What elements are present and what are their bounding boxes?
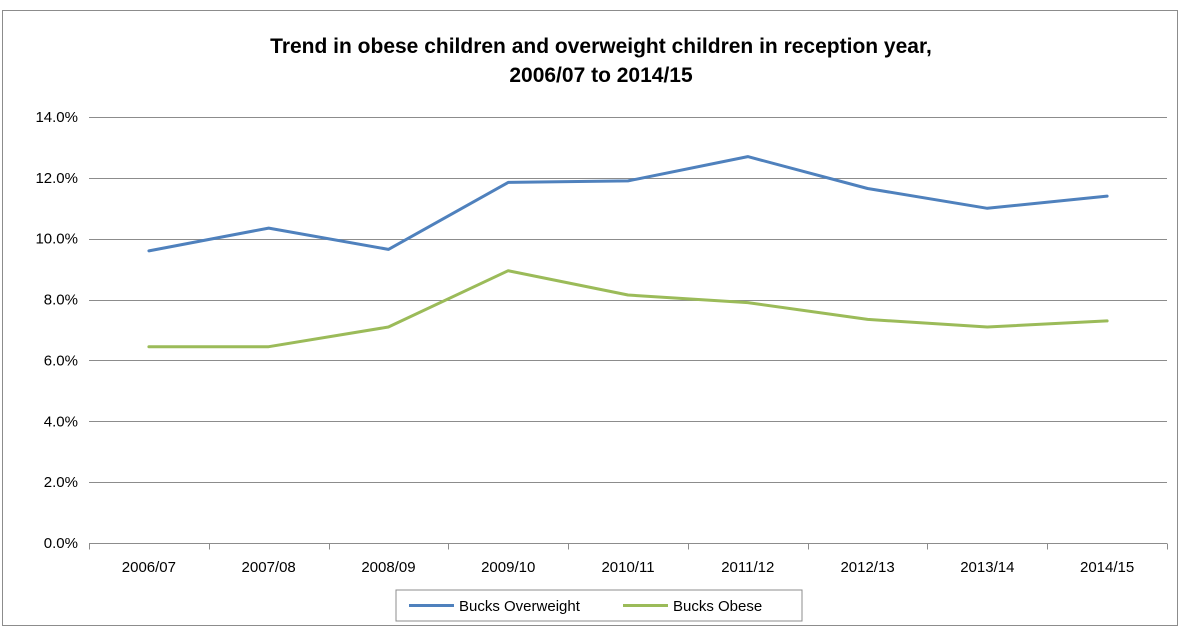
chart-title-line-2: 2006/07 to 2014/15 — [509, 64, 693, 87]
series-line-bucks-overweight — [147, 155, 1109, 253]
y-tick-label: 10.0% — [35, 231, 78, 248]
series-lines — [147, 155, 1109, 349]
y-tick-label: 0.0% — [44, 535, 78, 552]
series-line-bucks-obese — [147, 269, 1109, 349]
x-tick-label: 2010/11 — [601, 559, 654, 576]
y-tick-label: 8.0% — [44, 292, 78, 309]
y-tick-label: 12.0% — [35, 170, 78, 187]
y-tick-label: 2.0% — [44, 474, 78, 491]
y-tick-label: 6.0% — [44, 352, 78, 369]
chart-title: Trend in obese children and overweight c… — [270, 35, 932, 87]
legend: Bucks Overweight Bucks Obese — [395, 589, 803, 622]
x-tick-label: 2008/09 — [361, 559, 415, 576]
chart-area: Trend in obese children and overweight c… — [2, 10, 1178, 626]
x-axis: 2006/07 2007/08 2008/09 2009/10 2010/11 2011/… — [89, 543, 1168, 576]
x-tick-label: 2013/14 — [960, 559, 1014, 576]
legend-label-obese: Bucks Obese — [673, 598, 762, 615]
y-axis: 0.0% 2.0% 4.0% 6.0% 8.0% 10.0% 12.0% 14.0% — [35, 109, 78, 552]
x-tick-label: 2007/08 — [242, 559, 296, 576]
legend-label-overweight: Bucks Overweight — [459, 598, 581, 615]
legend-box — [395, 589, 803, 622]
line-chart: Trend in obese children and overweight c… — [35, 35, 1168, 622]
page-header-fragment — [0, 0, 1183, 10]
y-tick-label: 14.0% — [35, 109, 78, 126]
x-tick-label: 2006/07 — [122, 559, 176, 576]
y-tick-label: 4.0% — [44, 413, 78, 430]
gridlines — [89, 117, 1167, 483]
x-tick-label: 2009/10 — [481, 559, 535, 576]
x-tick-label: 2012/13 — [840, 559, 894, 576]
x-tick-label: 2011/12 — [721, 559, 774, 576]
x-tick-label: 2014/15 — [1080, 559, 1134, 576]
chart-title-line-1: Trend in obese children and overweight c… — [270, 35, 932, 58]
